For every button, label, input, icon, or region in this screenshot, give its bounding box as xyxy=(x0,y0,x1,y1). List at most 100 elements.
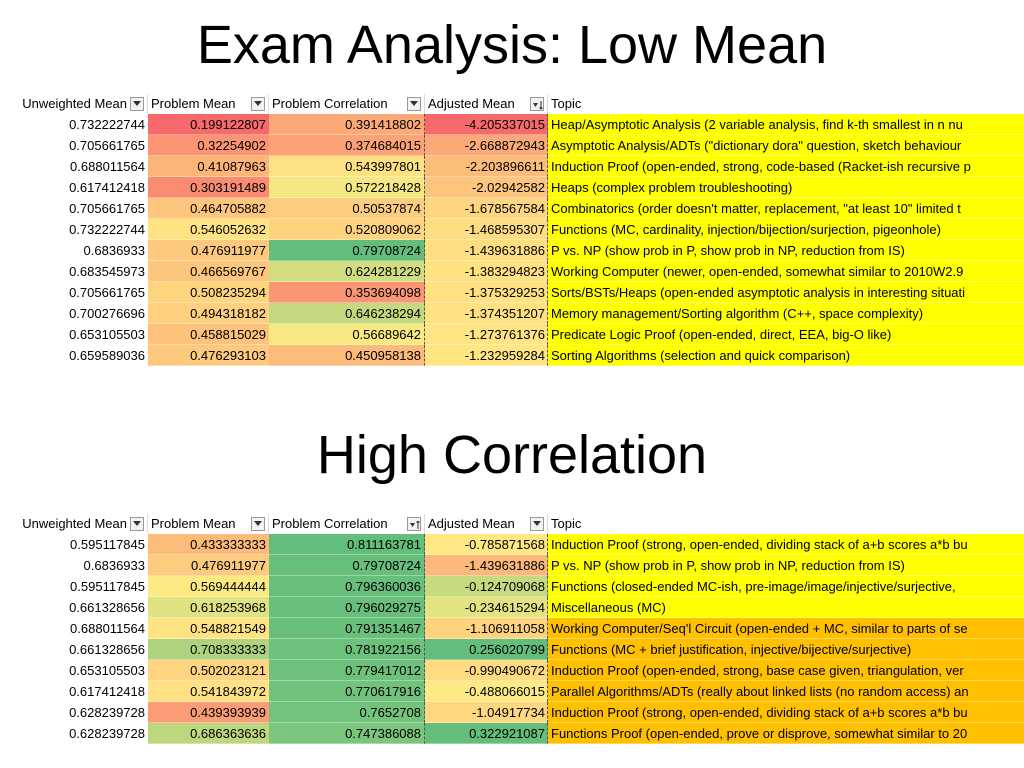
cell-problem-correlation[interactable]: 0.520809062 xyxy=(269,219,425,240)
cell-problem-correlation[interactable]: 0.747386088 xyxy=(269,723,425,744)
cell-problem-mean[interactable]: 0.546052632 xyxy=(148,219,269,240)
filter-dropdown-icon[interactable] xyxy=(251,517,265,531)
cell-problem-correlation[interactable]: 0.796360036 xyxy=(269,576,425,597)
cell-problem-correlation[interactable]: 0.781922156 xyxy=(269,639,425,660)
cell-adjusted-mean[interactable]: -0.124709068 xyxy=(425,576,548,597)
cell-problem-correlation[interactable]: 0.770617916 xyxy=(269,681,425,702)
cell-problem-mean[interactable]: 0.32254902 xyxy=(148,135,269,156)
cell-topic[interactable]: Induction Proof (strong, open-ended, div… xyxy=(548,702,1024,723)
cell-unweighted-mean[interactable]: 0.700276696 xyxy=(0,303,148,324)
cell-topic[interactable]: Working Computer/Seq'l Circuit (open-end… xyxy=(548,618,1024,639)
cell-unweighted-mean[interactable]: 0.705661765 xyxy=(0,135,148,156)
cell-adjusted-mean[interactable]: -1.678567584 xyxy=(425,198,548,219)
cell-topic[interactable]: Induction Proof (open-ended, strong, bas… xyxy=(548,660,1024,681)
cell-problem-correlation[interactable]: 0.811163781 xyxy=(269,534,425,555)
cell-adjusted-mean[interactable]: -1.374351207 xyxy=(425,303,548,324)
cell-problem-mean[interactable]: 0.541843972 xyxy=(148,681,269,702)
cell-adjusted-mean[interactable]: -1.273761376 xyxy=(425,324,548,345)
cell-adjusted-mean[interactable]: -2.02942582 xyxy=(425,177,548,198)
cell-unweighted-mean[interactable]: 0.595117845 xyxy=(0,534,148,555)
cell-unweighted-mean[interactable]: 0.595117845 xyxy=(0,576,148,597)
cell-problem-correlation[interactable]: 0.79708724 xyxy=(269,240,425,261)
cell-topic[interactable]: Functions Proof (open-ended, prove or di… xyxy=(548,723,1024,744)
cell-adjusted-mean[interactable]: -1.04917734 xyxy=(425,702,548,723)
cell-adjusted-mean[interactable]: -1.383294823 xyxy=(425,261,548,282)
cell-unweighted-mean[interactable]: 0.705661765 xyxy=(0,282,148,303)
cell-topic[interactable]: Miscellaneous (MC) xyxy=(548,597,1024,618)
cell-problem-correlation[interactable]: 0.796029275 xyxy=(269,597,425,618)
cell-problem-correlation[interactable]: 0.450958138 xyxy=(269,345,425,366)
cell-topic[interactable]: Functions (MC, cardinality, injection/bi… xyxy=(548,219,1024,240)
cell-topic[interactable]: Combinatorics (order doesn't matter, rep… xyxy=(548,198,1024,219)
cell-problem-mean[interactable]: 0.502023121 xyxy=(148,660,269,681)
cell-adjusted-mean[interactable]: -0.234615294 xyxy=(425,597,548,618)
cell-unweighted-mean[interactable]: 0.732222744 xyxy=(0,219,148,240)
filter-dropdown-icon[interactable] xyxy=(530,517,544,531)
cell-topic[interactable]: P vs. NP (show prob in P, show prob in N… xyxy=(548,240,1024,261)
cell-problem-mean[interactable]: 0.476293103 xyxy=(148,345,269,366)
cell-problem-mean[interactable]: 0.458815029 xyxy=(148,324,269,345)
cell-unweighted-mean[interactable]: 0.653105503 xyxy=(0,324,148,345)
cell-problem-correlation[interactable]: 0.543997801 xyxy=(269,156,425,177)
cell-unweighted-mean[interactable]: 0.617412418 xyxy=(0,177,148,198)
cell-problem-mean[interactable]: 0.199122807 xyxy=(148,114,269,135)
cell-problem-correlation[interactable]: 0.50537874 xyxy=(269,198,425,219)
cell-problem-mean[interactable]: 0.466569767 xyxy=(148,261,269,282)
cell-problem-correlation[interactable]: 0.374684015 xyxy=(269,135,425,156)
cell-problem-correlation[interactable]: 0.7652708 xyxy=(269,702,425,723)
cell-topic[interactable]: Working Computer (newer, open-ended, som… xyxy=(548,261,1024,282)
cell-problem-correlation[interactable]: 0.56689642 xyxy=(269,324,425,345)
cell-unweighted-mean[interactable]: 0.6836933 xyxy=(0,555,148,576)
header-problem-correlation[interactable]: Problem Correlation xyxy=(269,514,425,534)
cell-unweighted-mean[interactable]: 0.688011564 xyxy=(0,156,148,177)
cell-topic[interactable]: Sorts/BSTs/Heaps (open-ended asymptotic … xyxy=(548,282,1024,303)
cell-problem-mean[interactable]: 0.476911977 xyxy=(148,555,269,576)
cell-problem-mean[interactable]: 0.464705882 xyxy=(148,198,269,219)
cell-adjusted-mean[interactable]: -1.106911058 xyxy=(425,618,548,639)
cell-adjusted-mean[interactable]: -0.785871568 xyxy=(425,534,548,555)
cell-unweighted-mean[interactable]: 0.617412418 xyxy=(0,681,148,702)
header-adjusted-mean[interactable]: Adjusted Mean xyxy=(425,94,548,114)
cell-problem-correlation[interactable]: 0.353694098 xyxy=(269,282,425,303)
cell-topic[interactable]: Asymptotic Analysis/ADTs ("dictionary do… xyxy=(548,135,1024,156)
cell-adjusted-mean[interactable]: 0.256020799 xyxy=(425,639,548,660)
cell-problem-mean[interactable]: 0.433333333 xyxy=(148,534,269,555)
cell-adjusted-mean[interactable]: -0.488066015 xyxy=(425,681,548,702)
cell-topic[interactable]: P vs. NP (show prob in P, show prob in N… xyxy=(548,555,1024,576)
cell-adjusted-mean[interactable]: -1.232959284 xyxy=(425,345,548,366)
cell-problem-correlation[interactable]: 0.624281229 xyxy=(269,261,425,282)
cell-problem-mean[interactable]: 0.708333333 xyxy=(148,639,269,660)
cell-adjusted-mean[interactable]: -4.205337015 xyxy=(425,114,548,135)
cell-adjusted-mean[interactable]: -1.375329253 xyxy=(425,282,548,303)
cell-unweighted-mean[interactable]: 0.661328656 xyxy=(0,597,148,618)
cell-problem-correlation[interactable]: 0.572218428 xyxy=(269,177,425,198)
cell-unweighted-mean[interactable]: 0.732222744 xyxy=(0,114,148,135)
cell-topic[interactable]: Heaps (complex problem troubleshooting) xyxy=(548,177,1024,198)
cell-topic[interactable]: Functions (closed-ended MC-ish, pre-imag… xyxy=(548,576,1024,597)
cell-problem-correlation[interactable]: 0.791351467 xyxy=(269,618,425,639)
cell-topic[interactable]: Parallel Algorithms/ADTs (really about l… xyxy=(548,681,1024,702)
header-problem-mean[interactable]: Problem Mean xyxy=(148,514,269,534)
cell-unweighted-mean[interactable]: 0.683545973 xyxy=(0,261,148,282)
cell-topic[interactable]: Induction Proof (open-ended, strong, cod… xyxy=(548,156,1024,177)
cell-unweighted-mean[interactable]: 0.6836933 xyxy=(0,240,148,261)
cell-problem-mean[interactable]: 0.476911977 xyxy=(148,240,269,261)
cell-problem-mean[interactable]: 0.548821549 xyxy=(148,618,269,639)
cell-problem-correlation[interactable]: 0.391418802 xyxy=(269,114,425,135)
cell-unweighted-mean[interactable]: 0.659589036 xyxy=(0,345,148,366)
cell-adjusted-mean[interactable]: -2.203896611 xyxy=(425,156,548,177)
cell-problem-correlation[interactable]: 0.646238294 xyxy=(269,303,425,324)
cell-topic[interactable]: Memory management/Sorting algorithm (C++… xyxy=(548,303,1024,324)
cell-unweighted-mean[interactable]: 0.628239728 xyxy=(0,702,148,723)
cell-adjusted-mean[interactable]: -2.668872943 xyxy=(425,135,548,156)
cell-unweighted-mean[interactable]: 0.661328656 xyxy=(0,639,148,660)
cell-problem-mean[interactable]: 0.303191489 xyxy=(148,177,269,198)
cell-adjusted-mean[interactable]: -0.990490672 xyxy=(425,660,548,681)
cell-problem-mean[interactable]: 0.686363636 xyxy=(148,723,269,744)
cell-topic[interactable]: Sorting Algorithms (selection and quick … xyxy=(548,345,1024,366)
cell-unweighted-mean[interactable]: 0.653105503 xyxy=(0,660,148,681)
sort-descending-filter-icon[interactable] xyxy=(407,517,421,531)
cell-adjusted-mean[interactable]: 0.322921087 xyxy=(425,723,548,744)
cell-problem-correlation[interactable]: 0.79708724 xyxy=(269,555,425,576)
cell-unweighted-mean[interactable]: 0.628239728 xyxy=(0,723,148,744)
